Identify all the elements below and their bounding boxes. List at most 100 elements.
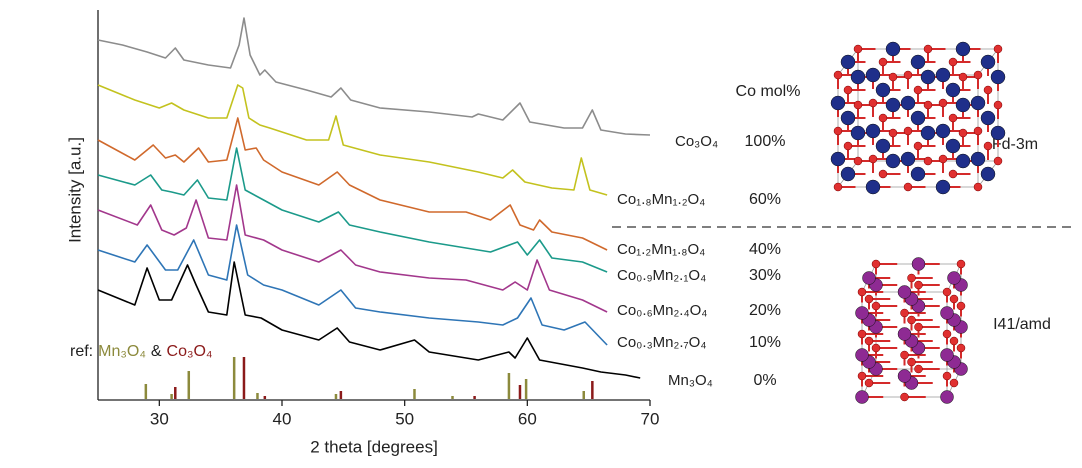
x-tick-label: 60	[518, 409, 537, 428]
x-axis-label: 2 theta [degrees]	[310, 437, 438, 456]
x-tick-label: 50	[395, 409, 414, 428]
atom	[981, 55, 995, 69]
atom	[943, 288, 951, 296]
atom	[949, 170, 957, 178]
atom	[834, 71, 842, 79]
atom	[869, 99, 877, 107]
series-line	[98, 148, 607, 272]
atom	[879, 114, 887, 122]
reference-prefix: ref:	[70, 343, 93, 360]
atom	[908, 358, 916, 366]
phase-label: I41/amd	[993, 316, 1051, 333]
atom	[851, 126, 865, 140]
atom	[858, 330, 866, 338]
series-line	[98, 225, 607, 345]
series-line	[98, 262, 640, 378]
atom	[924, 45, 932, 53]
atom	[936, 124, 950, 138]
atom	[908, 316, 916, 324]
mol-header: Co mol%	[736, 83, 801, 100]
atom	[831, 152, 845, 166]
atom	[886, 98, 900, 112]
atom	[943, 330, 951, 338]
atom	[941, 349, 954, 362]
atom	[911, 167, 925, 181]
atom	[834, 127, 842, 135]
atom	[889, 73, 897, 81]
x-tick-label: 40	[273, 409, 292, 428]
atom	[950, 295, 958, 303]
atom	[841, 111, 855, 125]
atom	[851, 70, 865, 84]
atom	[854, 45, 862, 53]
atom	[898, 370, 911, 383]
atom	[950, 337, 958, 345]
x-tick-label: 70	[641, 409, 660, 428]
atom	[901, 393, 909, 401]
atom	[956, 42, 970, 56]
atom	[865, 379, 873, 387]
atom	[856, 391, 869, 404]
atom	[901, 152, 915, 166]
mol-label: 20%	[749, 302, 781, 319]
atom	[854, 101, 862, 109]
atom	[974, 71, 982, 79]
reference-label: ref:Mn₃O₄&Co₃O₄	[70, 343, 212, 360]
atom	[858, 288, 866, 296]
series-line	[98, 85, 607, 195]
atom	[950, 379, 958, 387]
atom	[921, 126, 935, 140]
atom	[946, 139, 960, 153]
atom	[879, 170, 887, 178]
atom	[841, 55, 855, 69]
atom	[956, 98, 970, 112]
atom	[886, 42, 900, 56]
atom	[943, 372, 951, 380]
series-label: Co₀.₃Mn₂.₇O₄	[617, 334, 706, 351]
atom	[957, 302, 965, 310]
atom	[866, 124, 880, 138]
atom	[915, 323, 923, 331]
atom	[949, 114, 957, 122]
mol-label: 100%	[745, 133, 786, 150]
atom	[863, 272, 876, 285]
atom	[949, 58, 957, 66]
crystal-structures	[831, 42, 1005, 404]
atom	[901, 351, 909, 359]
atom	[957, 344, 965, 352]
mol-label: 10%	[749, 334, 781, 351]
atom	[876, 83, 890, 97]
series-label: Co₃O₄	[675, 133, 718, 150]
atom	[911, 111, 925, 125]
atom	[831, 96, 845, 110]
atom	[946, 83, 960, 97]
atom	[912, 258, 925, 271]
reference-name: Mn₃O₄	[98, 343, 146, 360]
atom	[869, 155, 877, 163]
chart: Intensity [a.u.] 2 theta [degrees] Co mo…	[0, 0, 1082, 468]
atom	[936, 180, 950, 194]
atom	[991, 126, 1005, 140]
atom	[879, 58, 887, 66]
atom	[876, 139, 890, 153]
atom	[886, 154, 900, 168]
atom	[974, 127, 982, 135]
atom	[866, 180, 880, 194]
atom	[939, 99, 947, 107]
atom	[904, 183, 912, 191]
series-label: Co₀.₉Mn₂.₁O₄	[617, 267, 706, 284]
atom	[936, 68, 950, 82]
atom	[981, 167, 995, 181]
atom	[865, 337, 873, 345]
y-axis-label: Intensity [a.u.]	[65, 137, 84, 243]
atom	[941, 391, 954, 404]
atom	[911, 55, 925, 69]
atom	[856, 307, 869, 320]
atom	[941, 307, 954, 320]
atom	[865, 295, 873, 303]
atom	[924, 101, 932, 109]
atom	[872, 302, 880, 310]
series-label: Co₀.₆Mn₂.₄O₄	[617, 302, 707, 319]
atom	[901, 309, 909, 317]
atom	[921, 70, 935, 84]
